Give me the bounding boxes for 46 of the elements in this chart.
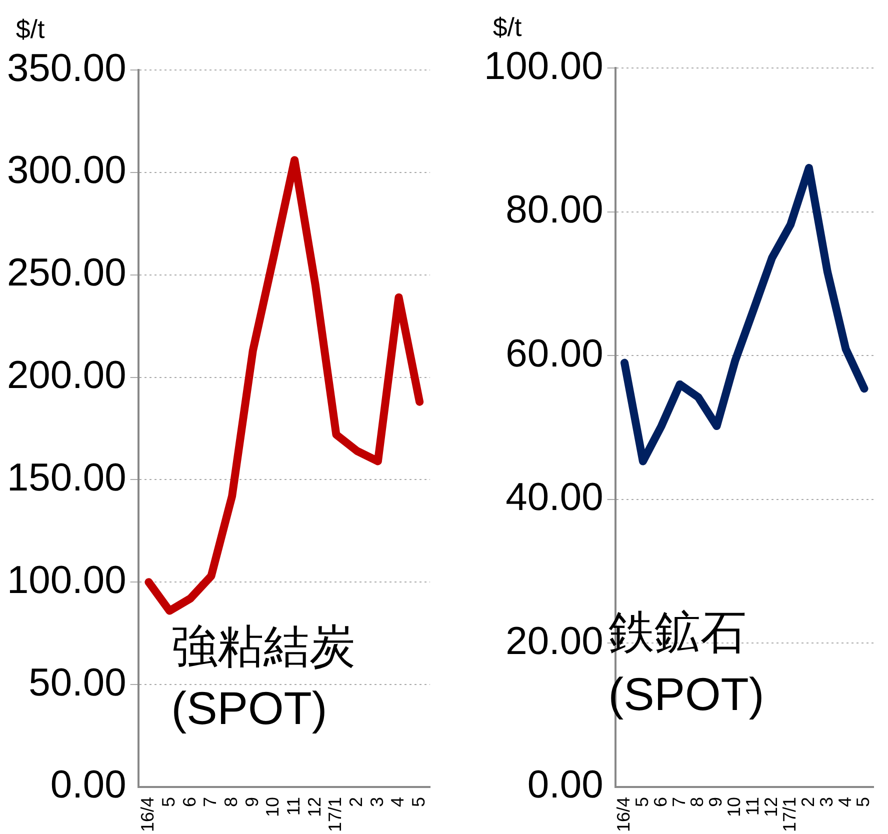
x-tick-label: 3 [816,796,836,807]
y-tick-label: 50.00 [28,661,126,704]
x-tick-label: 17/1 [779,796,800,832]
x-tick-label: 4 [834,796,855,807]
x-tick-label: 5 [632,796,652,807]
x-tick-label: 9 [242,796,262,807]
x-tick-label: 12 [304,796,324,817]
y-tick-label: 100.00 [484,44,604,88]
x-tick-label: 4 [388,796,408,807]
y-tick-label: 80.00 [506,188,604,232]
x-tick-label: 5 [853,796,874,807]
x-tick-label: 5 [408,796,429,807]
y-tick-label: 60.00 [506,332,604,376]
x-tick-label: 16/4 [613,796,634,832]
y-tick-label: 150.00 [6,456,126,500]
y-tick-label: 250.00 [6,252,126,295]
x-tick-label: 3 [366,796,387,807]
y-tick-label: 300.00 [6,149,126,192]
y-tick-label: 0.00 [527,764,604,807]
x-tick-label: 10 [724,796,744,817]
x-tick-label: 7 [200,796,220,807]
x-tick-label: 11 [284,796,304,816]
x-tick-label: 8 [687,796,708,807]
x-tick-label: 6 [179,796,200,807]
y-tick-label: 100.00 [6,558,126,602]
y-tick-label: 40.00 [506,476,604,520]
x-tick-label: 5 [158,796,179,807]
y-axis-title: $/t [492,12,523,42]
x-tick-label: 11 [742,796,763,816]
x-tick-label: 16/4 [138,796,158,832]
y-tick-label: 350.00 [6,46,126,90]
y-tick-label: 200.00 [6,354,126,398]
x-tick-label: 8 [221,796,242,807]
x-tick-label: 6 [650,796,670,807]
x-tick-label: 17/1 [325,796,346,832]
x-tick-label: 12 [761,796,782,817]
x-tick-label: 2 [798,796,818,807]
annotation: 強粘結炭 (SPOT) [171,620,356,734]
annotation: 鉄鉱石 (SPOT) [608,606,764,720]
x-tick-label: 7 [668,796,689,807]
x-tick-label: 2 [346,796,366,807]
x-tick-label: 9 [706,796,726,807]
x-tick-label: 10 [262,796,283,817]
y-axis-title: $/t [16,14,46,44]
y-tick-label: 0.00 [50,764,126,807]
y-tick-label: 20.00 [506,620,604,663]
